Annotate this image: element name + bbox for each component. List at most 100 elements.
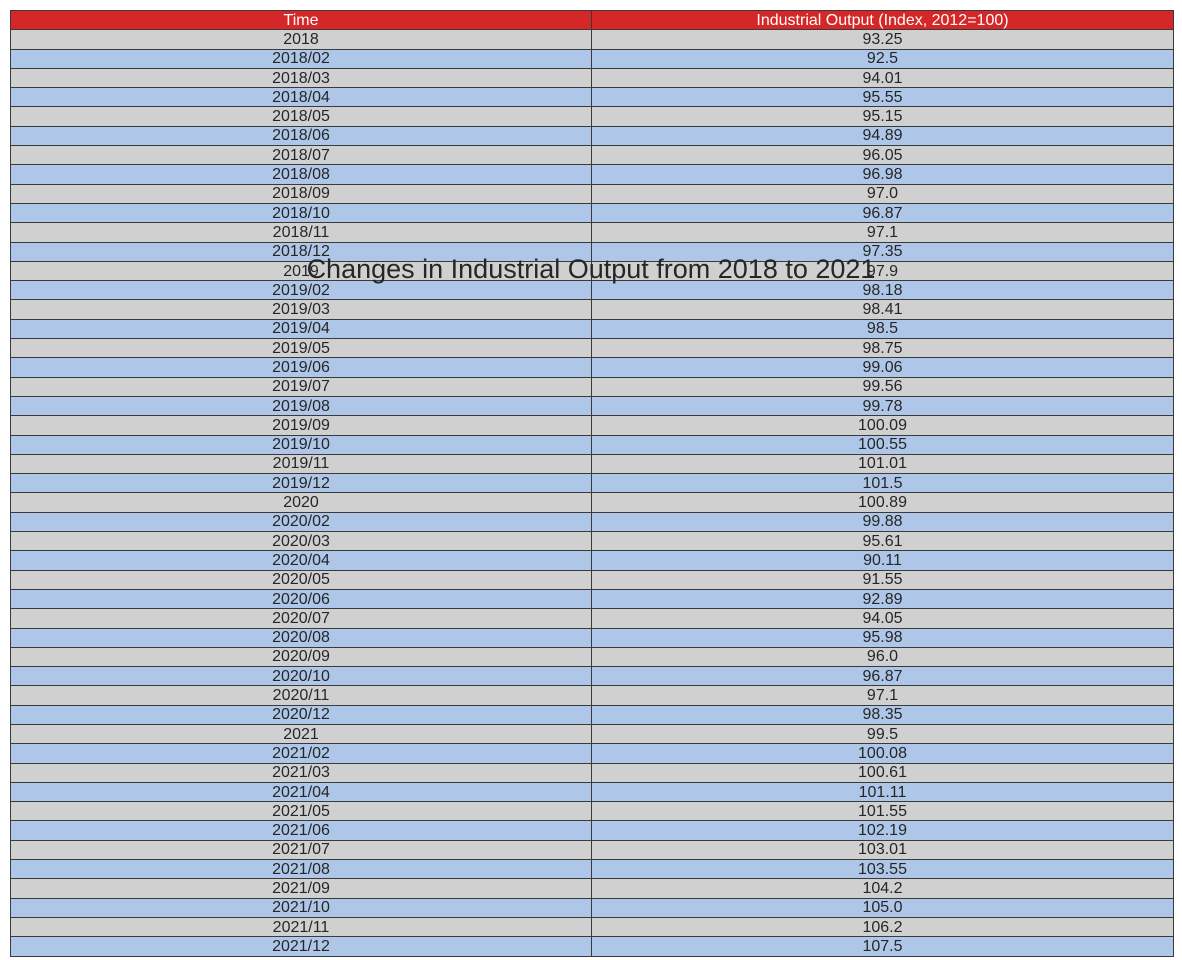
cell-time: 2021/11 [10,916,592,938]
table-row: 2020 100.89 [10,492,1174,513]
table-row: 2021 99.5 [10,723,1174,745]
cell-industrial-output: 98.5 [591,318,1174,340]
cell-industrial-output: 99.06 [591,357,1174,378]
cell-industrial-output: 95.55 [591,87,1174,108]
cell-industrial-output: 96.87 [591,666,1174,687]
table-row: 2020/02 99.88 [10,511,1174,533]
table-row: 2020/03 95.61 [10,531,1174,552]
table-row: 2021/10 105.0 [10,897,1174,918]
cell-industrial-output: 102.19 [591,820,1174,841]
cell-industrial-output: 98.35 [591,704,1174,725]
cell-time: 2020/05 [10,569,592,590]
table-row: 2020/12 98.35 [10,704,1174,725]
cell-time: 2020/10 [10,666,592,687]
cell-industrial-output: 94.05 [591,608,1174,629]
cell-time: 2019/11 [10,453,592,475]
cell-industrial-output: 91.55 [591,569,1174,590]
table-row: 2020/08 95.98 [10,627,1174,648]
table-row: 2020/09 96.0 [10,646,1174,668]
cell-industrial-output: 100.89 [591,492,1174,513]
cell-time: 2018 [10,29,592,50]
table-row: 2021/06 102.19 [10,820,1174,841]
table-row: 2020/06 92.89 [10,588,1174,610]
table-row: 2021/07 103.01 [10,839,1174,861]
cell-industrial-output: 95.98 [591,627,1174,648]
cell-time: 2021/03 [10,762,592,783]
cell-industrial-output: 97.35 [591,241,1174,262]
table-row: 2021/12 107.5 [10,936,1174,957]
table-row: 2019/09 100.09 [10,415,1174,436]
table-body: 2018 93.25 2018/02 92.5 2018/03 94.01 2018/04 9… [10,29,1174,957]
table-row: 2020/07 94.05 [10,608,1174,629]
cell-time: 2018/04 [10,87,592,108]
table-row: 2019/06 99.06 [10,357,1174,378]
cell-time: 2018/02 [10,48,592,69]
table-row: 2018/11 97.1 [10,222,1174,243]
table-row: 2021/04 101.11 [10,781,1174,803]
cell-time: 2020/08 [10,627,592,648]
cell-industrial-output: 93.25 [591,29,1174,50]
table-row: 2021/02 100.08 [10,743,1174,764]
table-row: 2021/03 100.61 [10,762,1174,783]
cell-industrial-output: 98.41 [591,299,1174,320]
table-row: 2019/08 99.78 [10,395,1174,417]
cell-industrial-output: 98.75 [591,338,1174,359]
cell-industrial-output: 97.9 [591,260,1174,282]
cell-time: 2020/07 [10,608,592,629]
cell-time: 2019/07 [10,376,592,397]
cell-time: 2019/12 [10,473,592,494]
cell-time: 2018/12 [10,241,592,262]
cell-industrial-output: 97.1 [591,222,1174,243]
cell-industrial-output: 103.55 [591,859,1174,880]
cell-time: 2018/08 [10,164,592,185]
table-row: 2018/06 94.89 [10,125,1174,147]
table-row: 2020/10 96.87 [10,666,1174,687]
cell-time: 2018/10 [10,202,592,224]
cell-industrial-output: 95.15 [591,106,1174,127]
cell-time: 2019/02 [10,280,592,301]
table-row: 2018/09 97.0 [10,183,1174,204]
column-header-time: Time [10,9,592,31]
cell-time: 2021/05 [10,801,592,822]
cell-time: 2018/09 [10,183,592,204]
cell-industrial-output: 97.0 [591,183,1174,204]
cell-time: 2019/04 [10,318,592,340]
table-row: 2021/08 103.55 [10,859,1174,880]
cell-time: 2018/06 [10,125,592,147]
table-row: 2019/11 101.01 [10,453,1174,475]
cell-industrial-output: 96.05 [591,145,1174,166]
cell-time: 2020/12 [10,704,592,725]
cell-industrial-output: 103.01 [591,839,1174,861]
cell-industrial-output: 92.89 [591,588,1174,610]
table-row: 2018/10 96.87 [10,202,1174,224]
table-row: 2018/07 96.05 [10,145,1174,166]
cell-industrial-output: 106.2 [591,916,1174,938]
column-header-industrial-output: Industrial Output (Index, 2012=100) [591,9,1174,31]
table-row: 2020/05 91.55 [10,569,1174,590]
cell-industrial-output: 96.98 [591,164,1174,185]
cell-time: 2019/06 [10,357,592,378]
cell-industrial-output: 100.55 [591,434,1174,455]
cell-time: 2021 [10,723,592,745]
cell-time: 2019/10 [10,434,592,455]
cell-industrial-output: 101.55 [591,801,1174,822]
table-row: 2020/11 97.1 [10,685,1174,706]
table-row: 2019/10 100.55 [10,434,1174,455]
table-row: 2018/04 95.55 [10,87,1174,108]
cell-time: 2019/03 [10,299,592,320]
cell-time: 2021/10 [10,897,592,918]
table-row: 2019/05 98.75 [10,338,1174,359]
cell-industrial-output: 99.88 [591,511,1174,533]
cell-time: 2018/07 [10,145,592,166]
data-table: Time Industrial Output (Index, 2012=100)… [10,9,1174,957]
cell-industrial-output: 100.09 [591,415,1174,436]
cell-industrial-output: 104.2 [591,878,1174,899]
cell-time: 2021/06 [10,820,592,841]
table-header-row: Time Industrial Output (Index, 2012=100) [10,9,1174,31]
cell-industrial-output: 96.87 [591,202,1174,224]
cell-time: 2020 [10,492,592,513]
cell-industrial-output: 100.61 [591,762,1174,783]
cell-time: 2021/09 [10,878,592,899]
cell-industrial-output: 94.89 [591,125,1174,147]
table-row: 2018/03 94.01 [10,67,1174,89]
